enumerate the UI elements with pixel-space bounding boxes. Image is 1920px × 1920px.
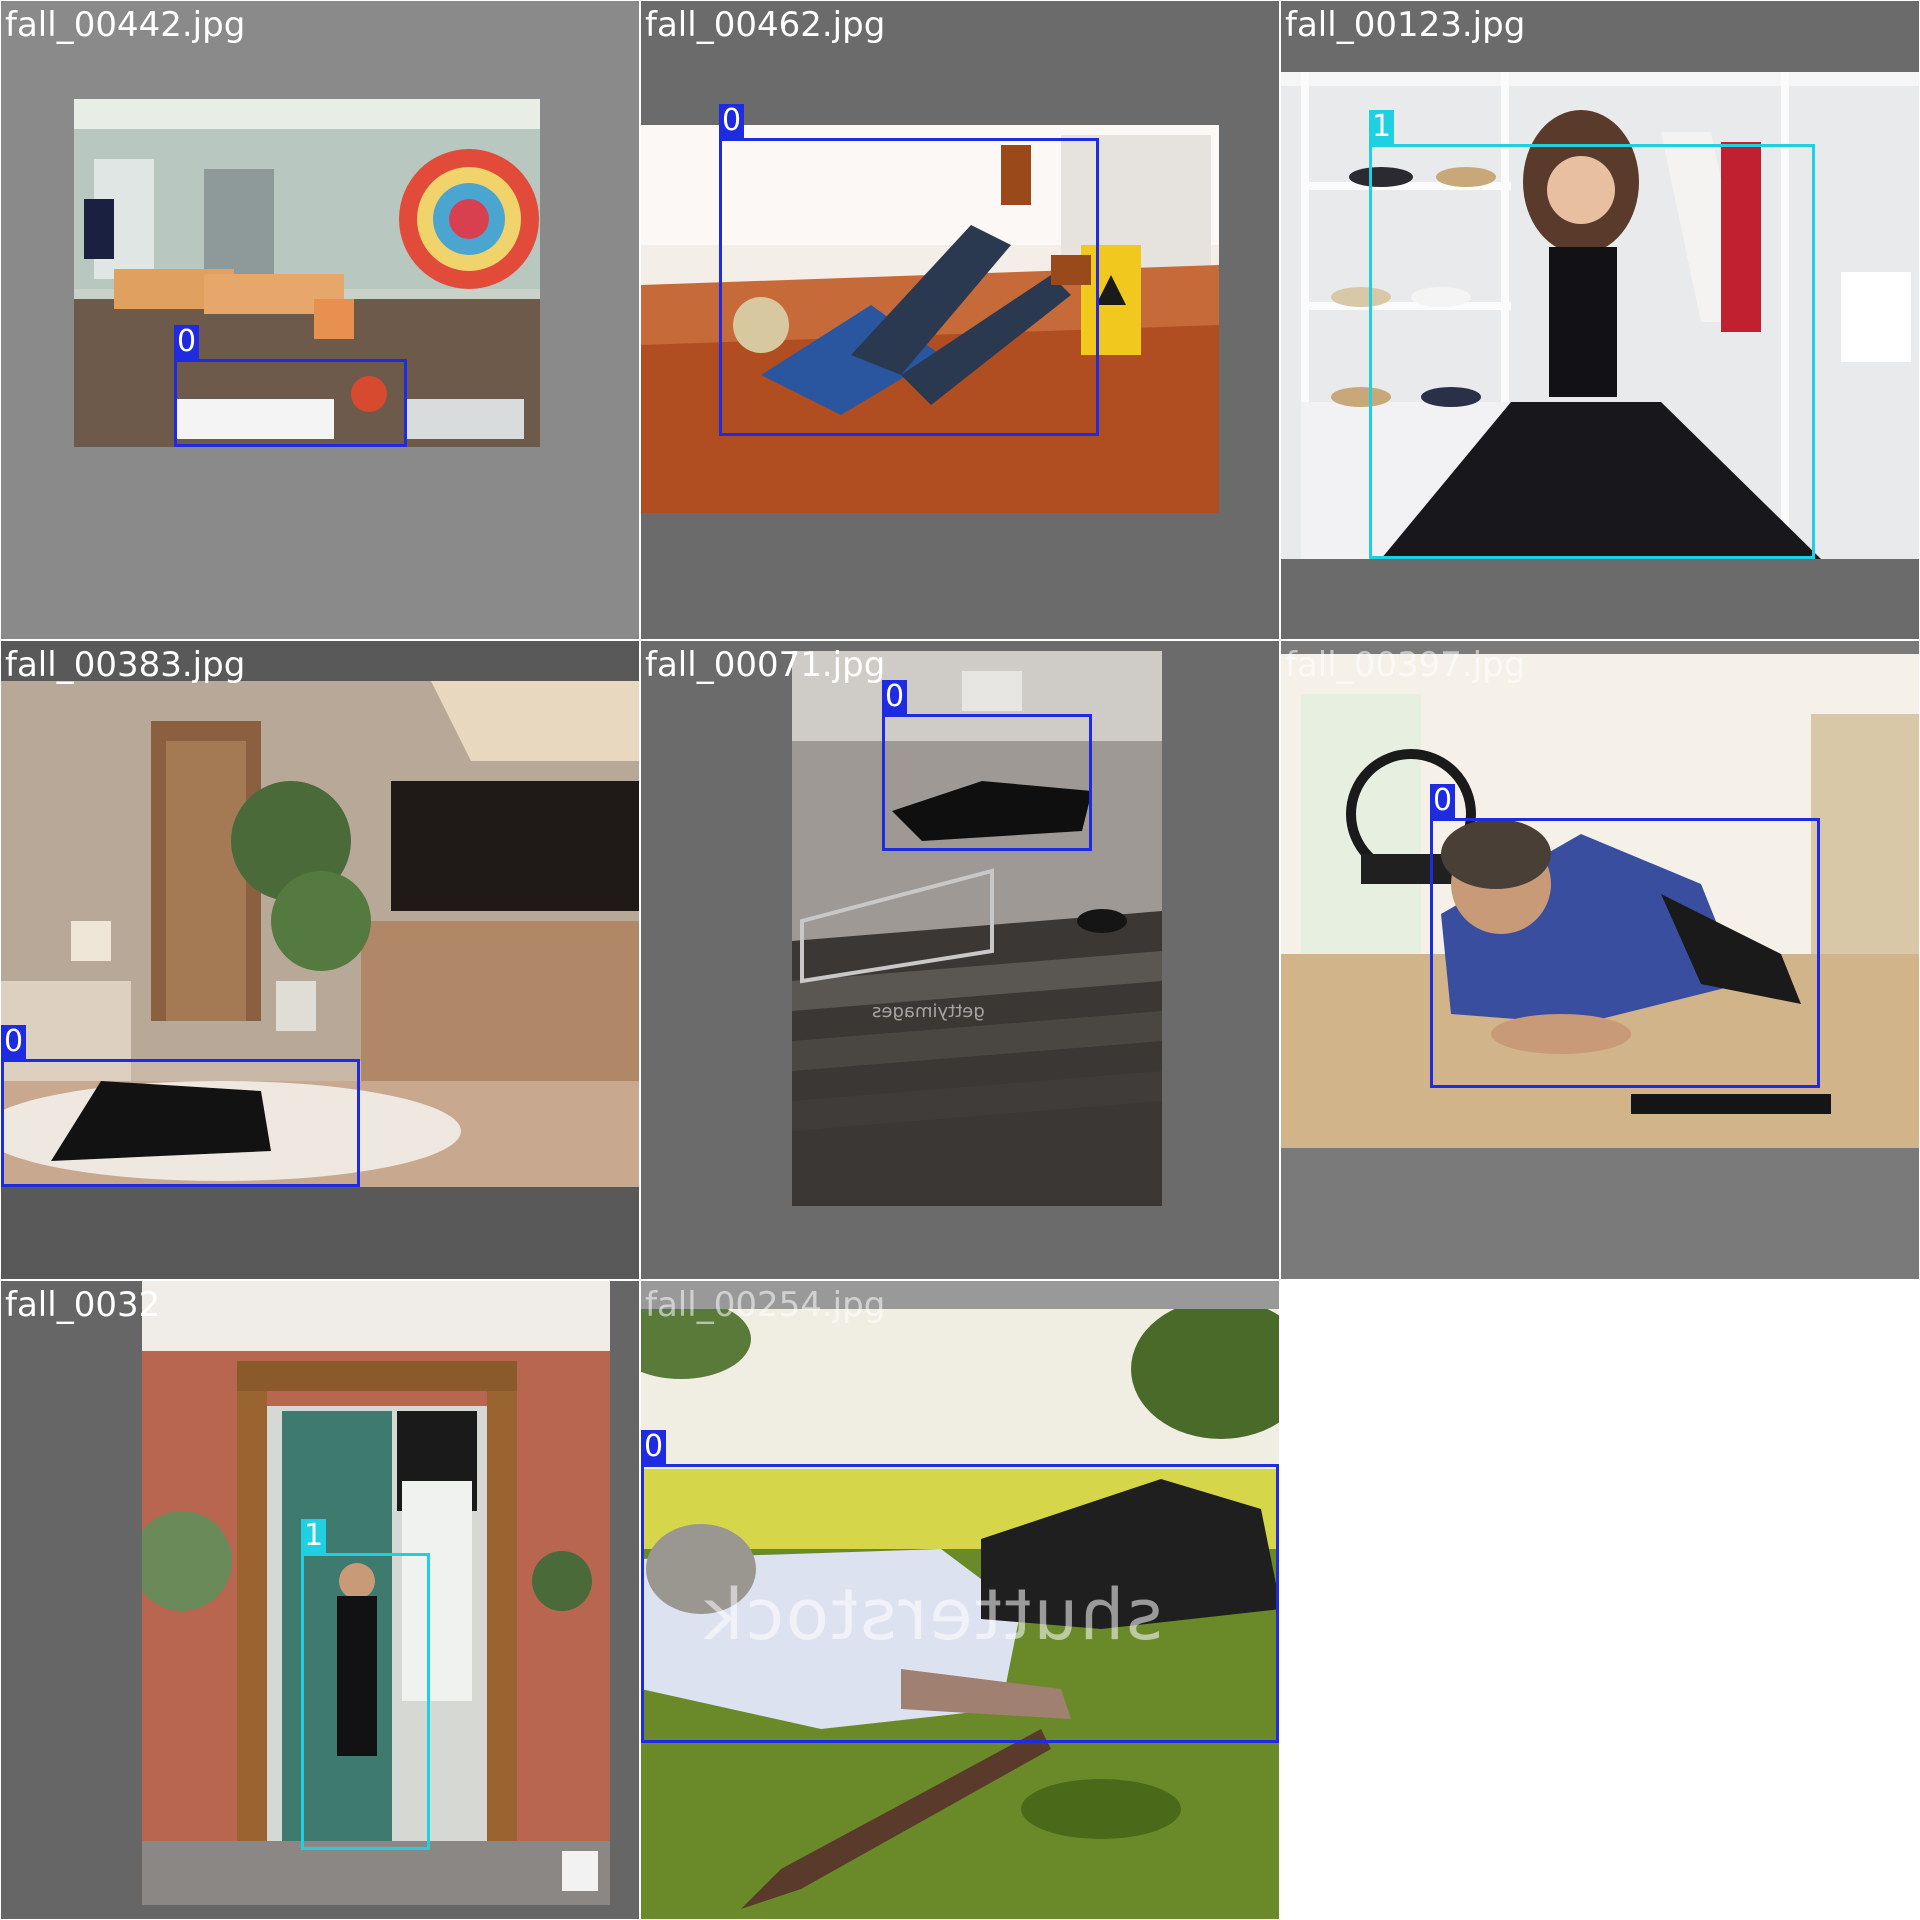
bounding-box-label: 1 (1369, 110, 1395, 144)
tile-filename: fall_00254.jpg (645, 1285, 886, 1325)
bounding-box-label: 0 (641, 1430, 667, 1464)
bounding-box[interactable] (1, 1059, 360, 1187)
mosaic-tile[interactable]: fall_00123.jpg 1 (1281, 1, 1919, 639)
photo-living-room-floor (1, 681, 639, 1187)
bounding-box[interactable] (301, 1553, 430, 1850)
bounding-box-label: 1 (301, 1519, 327, 1553)
bounding-box[interactable] (641, 1464, 1279, 1743)
bounding-box[interactable] (719, 138, 1099, 436)
tile-filename: fall_00397.jpg (1285, 645, 1526, 685)
tile-filename: fall_00442.jpg (5, 5, 246, 45)
bounding-box-label: 0 (174, 325, 200, 359)
bounding-box[interactable] (882, 714, 1092, 851)
photo-office-lobby (74, 99, 540, 447)
mosaic-tile[interactable]: shutterstock fall_00254.jpg 0 (641, 1281, 1279, 1919)
mosaic-tile[interactable]: fall_0032 1 (1, 1281, 639, 1919)
bounding-box[interactable] (1369, 144, 1815, 559)
mosaic-tile[interactable]: fall_00397.jpg 0 (1281, 641, 1919, 1279)
photo-man-fallen-from-wheelchair (1281, 654, 1919, 1148)
bounding-box-label: 0 (1430, 784, 1456, 818)
mosaic-tile[interactable]: fall_00442.jpg 0 (1, 1, 639, 639)
bounding-box[interactable] (1430, 818, 1820, 1088)
tile-filename: fall_00462.jpg (645, 5, 886, 45)
mosaic-tile[interactable]: gettyimages fall_00071.jpg 0 (641, 641, 1279, 1279)
bounding-box[interactable] (174, 359, 407, 447)
bounding-box-label: 0 (882, 680, 908, 714)
photo-man-fallen-on-grass: shutterstock (641, 1309, 1279, 1919)
photo-stairs-fall: gettyimages (792, 651, 1162, 1206)
tile-filename: fall_0032 (5, 1285, 161, 1325)
bounding-box-label: 0 (719, 104, 745, 138)
mosaic-tile[interactable]: fall_00383.jpg 0 (1, 641, 639, 1279)
tile-filename: fall_00071.jpg (645, 645, 886, 685)
photo-slip-on-wet-floor (641, 125, 1219, 513)
tile-filename: fall_00383.jpg (5, 645, 246, 685)
bounding-box-label: 0 (1, 1025, 27, 1059)
photo-watermark: gettyimages (872, 1001, 985, 1022)
tile-filename: fall_00123.jpg (1285, 5, 1526, 45)
mosaic-tile[interactable]: fall_00462.jpg 0 (641, 1, 1279, 639)
